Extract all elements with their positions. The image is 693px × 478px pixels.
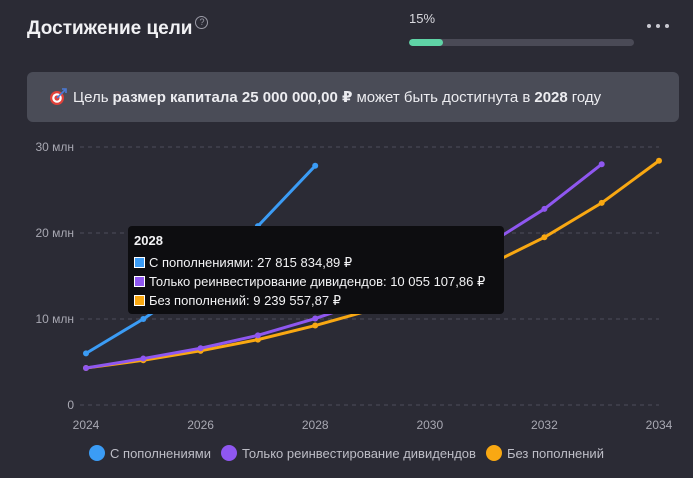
chart-legend: С пополнениями Только реинвестирование ди… (0, 445, 693, 461)
dot (665, 24, 669, 28)
data-point (140, 355, 147, 362)
data-point (140, 316, 147, 322)
data-point (83, 365, 89, 372)
goal-banner: Цель размер капитала 25 000 000,00 ₽ мож… (27, 72, 679, 122)
title-text: Достижение цели (27, 18, 193, 39)
x-tick-label: 2026 (187, 418, 214, 432)
tooltip-swatch (134, 295, 145, 306)
data-point (312, 162, 319, 169)
question-circle-icon[interactable]: ? (195, 16, 209, 29)
banner-goal: размер капитала 25 000 000,00 ₽ (112, 89, 353, 106)
legend-item[interactable]: Без пополнений (485, 445, 604, 461)
x-tick-label: 2024 (73, 418, 100, 432)
data-point (254, 336, 261, 343)
legend-swatch (485, 445, 502, 461)
tooltip-row: С пополнениями: 27 815 834,89 ₽ (134, 253, 498, 272)
progress-percent: 15% (409, 11, 436, 26)
y-tick-label: 10 млн (35, 312, 74, 326)
banner-text-middle: может быть достигнута в (356, 88, 531, 106)
data-point (312, 322, 319, 329)
x-tick-label: 2034 (646, 418, 673, 432)
banner-year: 2028 (534, 88, 568, 106)
banner-text-before: Цель (73, 88, 109, 106)
tooltip-row-text: Без пополнений: 9 239 557,87 ₽ (149, 292, 342, 308)
progress-bar-fill (409, 39, 443, 46)
legend-label: Без пополнений (506, 445, 604, 461)
data-point (312, 315, 319, 322)
dot (656, 24, 660, 28)
data-point (598, 199, 605, 206)
data-point (197, 345, 204, 352)
tooltip-row-text: Только реинвестирование дивидендов: 10 0… (149, 273, 486, 289)
x-tick-label: 2030 (416, 418, 443, 432)
tooltip-row: Без пополнений: 9 239 557,87 ₽ (134, 291, 498, 310)
legend-item[interactable]: Только реинвестирование дивидендов (220, 445, 476, 461)
tooltip-swatch (134, 276, 145, 287)
tooltip-row-text: С пополнениями: 27 815 834,89 ₽ (149, 254, 353, 270)
y-tick-label: 20 млн (35, 226, 74, 240)
tooltip-row: Только реинвестирование дивидендов: 10 0… (134, 272, 498, 291)
chart-tooltip: 2028 С пополнениями: 27 815 834,89 ₽ Тол… (128, 226, 504, 314)
legend-label: Только реинвестирование дивидендов (241, 445, 476, 461)
legend-label: С пополнениями (110, 445, 211, 461)
data-point (541, 234, 548, 241)
target-icon (50, 88, 67, 105)
data-point (656, 157, 662, 164)
data-point (598, 161, 605, 168)
more-dots-icon[interactable] (647, 20, 669, 32)
legend-swatch (220, 445, 237, 461)
banner-text-after: году (571, 88, 602, 106)
tooltip-swatch (134, 257, 145, 268)
x-tick-label: 2032 (531, 418, 558, 432)
data-point (83, 350, 89, 357)
dot (647, 24, 651, 28)
data-point (541, 205, 548, 212)
x-tick-label: 2028 (302, 418, 329, 432)
widget-title: Достижение цели ? (27, 16, 209, 40)
y-tick-label: 0 (67, 398, 74, 412)
data-point (254, 332, 261, 339)
y-tick-label: 30 млн (35, 140, 74, 154)
legend-swatch (89, 445, 106, 461)
legend-item[interactable]: С пополнениями (89, 445, 211, 461)
progress-bar (409, 39, 634, 46)
tooltip-title: 2028 (134, 233, 163, 248)
